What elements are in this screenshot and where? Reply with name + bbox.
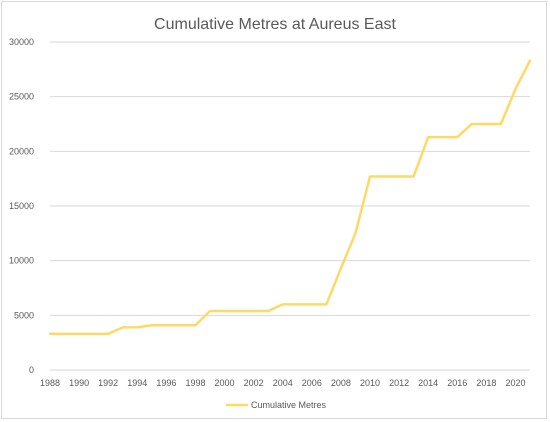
series-line-cumulative-metres [48,59,532,336]
y-tick-label: 10000 [9,256,34,266]
x-tick-label: 2012 [389,378,409,388]
x-tick-label: 2020 [505,378,525,388]
data-point [92,333,95,335]
data-point [223,310,226,312]
y-tick-label: 30000 [9,37,34,47]
data-point [107,333,109,335]
data-point [514,88,517,90]
y-tick-label: 5000 [14,310,34,320]
data-point [354,232,357,235]
data-point [456,136,459,138]
x-tick-label: 1996 [156,378,176,388]
x-tick-label: 1992 [98,378,118,388]
data-point [194,324,197,326]
data-point [281,303,284,306]
data-point [311,303,313,306]
data-point [529,59,531,62]
data-point [238,310,240,312]
x-tick-label: 2010 [360,378,380,388]
chart-title: Cumulative Metres at Aureus East [154,16,396,33]
data-point [267,310,269,312]
data-point [252,310,255,312]
data-point [136,326,139,329]
x-tick-label: 2002 [244,378,264,388]
x-tick-label: 1994 [127,378,147,388]
y-tick-label: 20000 [9,146,34,156]
data-point [398,175,400,178]
data-point [383,175,386,178]
data-point [369,175,371,178]
data-point [296,303,299,306]
data-point [340,267,342,270]
data-point [121,326,124,329]
data-point [325,303,328,306]
y-tick-label: 0 [29,365,34,375]
x-tick-label: 2004 [273,378,293,388]
data-point [485,123,488,125]
data-point [441,136,444,138]
data-point [500,123,502,125]
data-point [180,324,182,326]
legend-label: Cumulative Metres [251,400,327,410]
data-point [78,333,80,335]
x-tick-label: 2006 [302,378,322,388]
data-point [412,175,415,178]
data-point [165,324,168,326]
y-tick-label: 15000 [9,201,34,211]
x-tick-label: 1990 [69,378,89,388]
x-tick-label: 2016 [447,378,467,388]
x-tick-label: 2018 [476,378,496,388]
x-tick-label: 2014 [418,378,438,388]
data-point [471,123,473,125]
data-point [209,310,211,312]
data-point [63,333,66,335]
x-tick-label: 1988 [40,378,60,388]
data-point [151,324,153,326]
y-tick-label: 25000 [9,92,34,102]
x-tick-label: 2008 [331,378,351,388]
data-point [49,333,51,335]
x-tick-label: 2000 [215,378,235,388]
x-tick-label: 1998 [185,378,205,388]
data-point [427,136,429,138]
